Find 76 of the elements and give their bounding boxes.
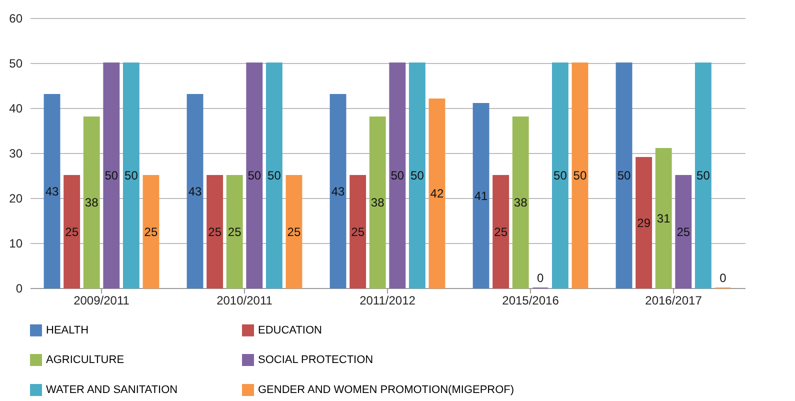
legend-label: AGRICULTURE bbox=[46, 354, 124, 366]
y-tick-label: 10 bbox=[9, 236, 23, 250]
bar bbox=[636, 157, 652, 288]
bar bbox=[369, 116, 386, 288]
data-label: 42 bbox=[430, 186, 444, 200]
data-label: 0 bbox=[720, 271, 727, 285]
data-label: 50 bbox=[390, 168, 404, 182]
bar bbox=[246, 62, 263, 288]
data-label: 25 bbox=[287, 224, 301, 239]
data-label: 25 bbox=[676, 224, 690, 239]
bar bbox=[616, 62, 632, 288]
bar bbox=[142, 175, 160, 288]
bar bbox=[330, 94, 346, 288]
data-label: 25 bbox=[494, 224, 508, 239]
data-label: 50 bbox=[124, 168, 138, 182]
x-tick-label: 2009/2011 bbox=[74, 294, 130, 308]
data-label: 50 bbox=[554, 168, 568, 182]
x-tick-label: 2016/2017 bbox=[645, 294, 702, 308]
x-tick-label: 2015/2016 bbox=[502, 294, 560, 308]
legend-label: WATER AND SANITATION bbox=[46, 384, 178, 396]
bar bbox=[428, 98, 446, 288]
data-label: 41 bbox=[474, 188, 488, 203]
bar bbox=[266, 62, 282, 288]
bar bbox=[389, 62, 406, 288]
y-tick-label: 20 bbox=[9, 192, 23, 206]
data-label: 38 bbox=[370, 196, 385, 210]
bar bbox=[675, 175, 692, 288]
bar bbox=[472, 103, 490, 288]
bar bbox=[83, 116, 100, 288]
legend-label: SOCIAL PROTECTION bbox=[258, 354, 374, 366]
x-tick-label: 2010/2011 bbox=[216, 294, 273, 308]
data-label: 25 bbox=[144, 224, 158, 239]
legend-label: HEALTH bbox=[46, 324, 89, 336]
bar bbox=[492, 175, 510, 288]
bar bbox=[186, 94, 204, 288]
data-label: 29 bbox=[637, 216, 651, 230]
data-label: 50 bbox=[248, 168, 262, 182]
bar bbox=[408, 62, 426, 288]
legend-label: GENDER AND WOMEN PROMOTION(MIGEPROF) bbox=[258, 384, 514, 396]
bar bbox=[226, 175, 243, 288]
bar bbox=[44, 94, 60, 288]
data-label: 50 bbox=[104, 168, 118, 182]
data-label: 50 bbox=[617, 168, 632, 182]
bar bbox=[286, 175, 302, 288]
legend-label: EDUCATION bbox=[258, 324, 322, 336]
x-tick-label: 2011/2012 bbox=[360, 294, 416, 308]
data-label: 43 bbox=[45, 184, 60, 198]
y-tick-label: 50 bbox=[9, 56, 23, 70]
data-label: 43 bbox=[188, 184, 202, 198]
data-label: 50 bbox=[696, 168, 710, 182]
bar bbox=[694, 62, 712, 288]
data-label: 25 bbox=[208, 224, 222, 239]
y-tick-label: 30 bbox=[9, 146, 23, 160]
data-label: 25 bbox=[351, 224, 365, 239]
bar bbox=[103, 62, 120, 288]
y-tick-label: 0 bbox=[16, 282, 23, 296]
data-label: 43 bbox=[331, 184, 346, 198]
data-label: 0 bbox=[537, 271, 544, 285]
y-tick-label: 60 bbox=[9, 12, 23, 26]
data-label: 38 bbox=[84, 196, 99, 210]
bar bbox=[122, 62, 140, 288]
data-label: 50 bbox=[573, 168, 587, 182]
data-label: 50 bbox=[268, 168, 282, 182]
bar bbox=[512, 116, 529, 288]
data-label: 25 bbox=[228, 224, 242, 239]
data-label: 38 bbox=[514, 196, 528, 210]
data-label: 50 bbox=[410, 168, 424, 182]
bar bbox=[655, 148, 672, 288]
bar bbox=[64, 175, 80, 288]
data-label: 31 bbox=[656, 211, 671, 226]
bar bbox=[206, 175, 224, 288]
data-label: 25 bbox=[65, 224, 79, 239]
bar bbox=[572, 62, 588, 288]
y-tick-label: 40 bbox=[9, 102, 23, 116]
bar bbox=[350, 175, 366, 288]
bar bbox=[552, 62, 568, 288]
